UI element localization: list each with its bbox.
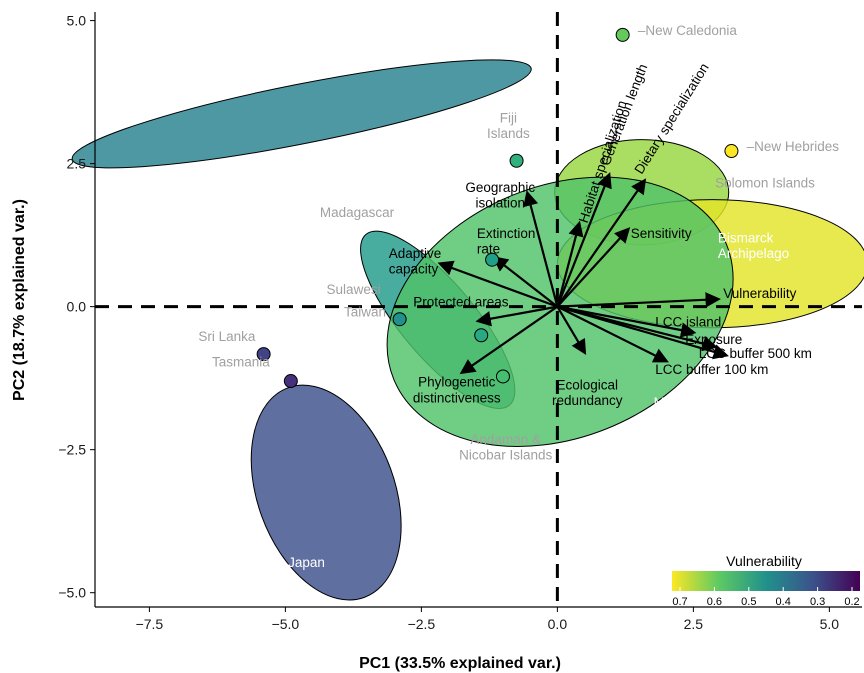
point-sulawesi xyxy=(474,328,489,343)
label-ecological-redundancy: Ecological redundancy xyxy=(552,378,623,409)
y-tick-label: 2.5 xyxy=(67,156,87,172)
legend-tick-label: 0.2 xyxy=(844,596,859,608)
label-adaptive-capacity: Adaptive capacity xyxy=(389,246,442,277)
y-tick-label: −2.5 xyxy=(58,442,86,458)
arrow-protected-areas xyxy=(475,305,558,327)
arrow-lcc-buffer-100-km xyxy=(556,305,669,363)
arrow-generation-length xyxy=(556,172,612,308)
legend-tick-label: 0.3 xyxy=(810,596,825,608)
legend-tick-label: 0.7 xyxy=(672,596,687,608)
legend-tick-label: 0.4 xyxy=(776,596,791,608)
arrow-adaptive-capacity xyxy=(437,260,558,308)
y-tick-label: 5.0 xyxy=(67,13,87,29)
axes: −7.5 −5.0 −2.5 0.0 2.5 5.0 −5.0 −2.5 0.0 2.5 5.0 xyxy=(58,12,862,632)
ellipse-japan xyxy=(250,384,402,601)
legend-colorbar xyxy=(672,571,860,591)
point-new-hebrides xyxy=(724,144,739,159)
point-tasmania xyxy=(283,374,298,389)
arrow-geographic-isolation xyxy=(523,190,559,307)
point-new-caledonia xyxy=(615,27,630,42)
label-taiwan: Taiwan xyxy=(344,304,386,319)
loading-arrows xyxy=(437,172,729,375)
label-bismarck-archipelago: Bismarck Archipelago xyxy=(718,231,789,262)
y-axis-title: PC2 (18.7% explained var.) xyxy=(11,199,28,401)
label-phylogenetic-distinctiveness: Phylogenetic distinctiveness xyxy=(413,375,501,406)
point-fiji-islands xyxy=(509,153,524,168)
label-vulnerability: Vulnerability xyxy=(723,286,796,301)
x-tick-label: −5.0 xyxy=(272,616,300,632)
label-malay-archipelago: Malay Archipelago xyxy=(636,395,707,426)
point-sri-lanka xyxy=(256,347,271,362)
label-extinction-rate: Extinction rate xyxy=(477,226,536,257)
label-madagascar: Madagascar xyxy=(320,205,395,220)
x-tick-label: 2.5 xyxy=(684,616,704,632)
reference-lines xyxy=(95,12,862,607)
label-geographic-isolation: Geographic isolation xyxy=(465,180,535,211)
arrow-lcc-buffer-500-km xyxy=(557,305,729,360)
label-solomon-islands: Solomon Islands xyxy=(715,176,815,191)
arrow-sensitivity xyxy=(556,227,631,308)
arrow-phylogenetic-distinctiveness xyxy=(459,305,559,375)
x-tick-label: 0.0 xyxy=(548,616,568,632)
label-lcc-buffer-100-km: LCC buffer 100 km xyxy=(655,362,768,377)
group-ellipses xyxy=(71,59,864,601)
label-sri-lanka: Sri Lanka xyxy=(198,329,256,344)
label-new-caledonia: –New Caledonia xyxy=(638,23,738,38)
x-tick-label: 5.0 xyxy=(820,616,840,632)
point-madagascar xyxy=(485,252,500,267)
arrow-ecological-redundancy xyxy=(556,306,587,356)
label-protected-areas: Protected areas xyxy=(413,295,509,310)
point-taiwan xyxy=(392,312,407,327)
label-andaman-nicobar-islands: Andaman & Nicobar Islands xyxy=(459,432,552,463)
arrow-extinction-rate xyxy=(492,256,559,308)
label-fiji-islands: Fiji Islands xyxy=(487,110,530,141)
label-exposure: Exposure xyxy=(685,332,742,347)
label-tasmania: Tasmania xyxy=(212,355,270,370)
legend-tick-label: 0.6 xyxy=(707,596,722,608)
label-japan: Japan xyxy=(288,555,325,570)
x-tick-label: −7.5 xyxy=(136,616,164,632)
label-west-indies: West Indies xyxy=(212,60,248,91)
label-sensitivity: Sensitivity xyxy=(631,226,692,241)
island-points xyxy=(256,27,739,389)
arrow-vulnerability xyxy=(557,292,721,308)
x-tick-label: −2.5 xyxy=(408,616,436,632)
label-lcc-buffer-500-km: LCC buffer 500 km xyxy=(699,346,812,361)
arrow-habitat-specialization xyxy=(556,220,584,307)
arrow-dietary-specialization xyxy=(556,178,647,308)
legend-title: Vulnerability xyxy=(726,553,802,569)
label-lcc-island: LCC island xyxy=(655,315,721,330)
x-axis-title: PC1 (33.5% explained var.) xyxy=(359,655,561,672)
ellipse-west-indies xyxy=(71,59,532,169)
y-tick-label: 0.0 xyxy=(67,299,87,315)
label-sulawesi: Sulawesi xyxy=(327,282,381,297)
legend: Vulnerability 0.7 0.6 0.5 0.4 0.3 0.2 xyxy=(672,553,860,608)
label-new-hebrides: –New Hebrides xyxy=(747,139,840,154)
point-andaman-nicobar-islands xyxy=(495,369,510,384)
arrow-lcc-island xyxy=(557,305,697,338)
legend-tick-label: 0.5 xyxy=(741,596,756,608)
y-tick-label: −5.0 xyxy=(58,585,86,601)
